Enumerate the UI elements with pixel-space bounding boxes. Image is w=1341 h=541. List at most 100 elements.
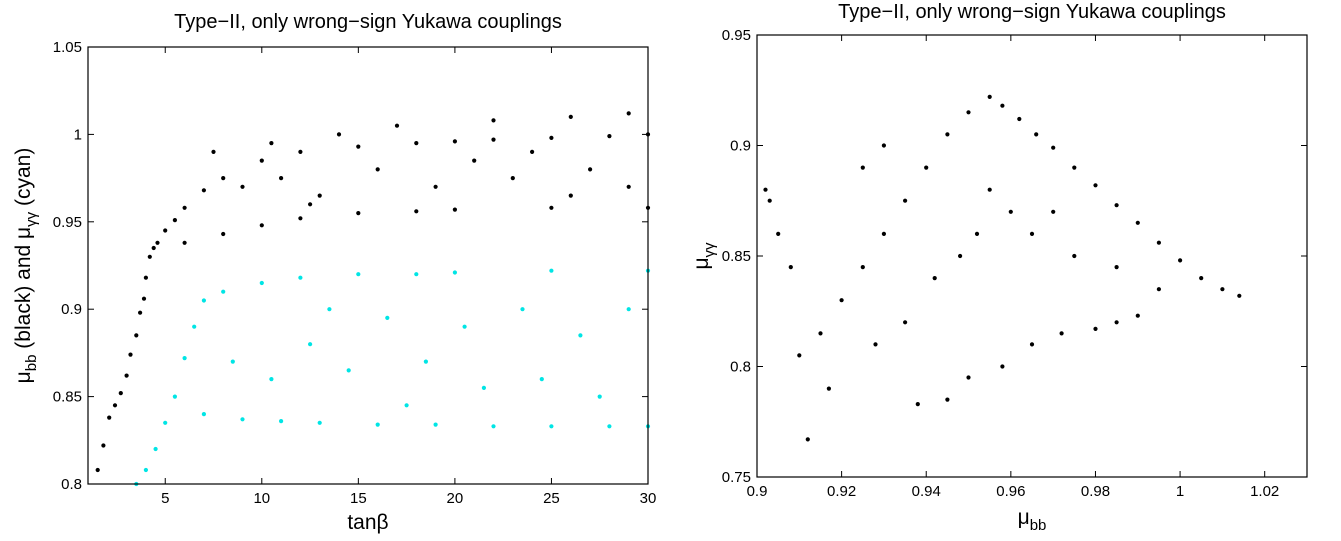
- data-point: [966, 110, 971, 115]
- data-point: [414, 209, 419, 214]
- data-point: [423, 359, 428, 364]
- data-point: [128, 352, 133, 357]
- y-tick-label: 0.95: [722, 27, 751, 44]
- data-point: [945, 132, 950, 137]
- y-tick-label: 0.8: [61, 476, 82, 493]
- data-point: [201, 298, 206, 303]
- data-point: [797, 353, 802, 358]
- data-point: [356, 144, 361, 149]
- y-axis-label: μbb (black) and μγγ (cyan): [12, 148, 40, 384]
- data-point: [860, 265, 865, 270]
- y-axis-label: μγγ: [690, 242, 718, 270]
- data-point: [1093, 183, 1098, 188]
- data-point: [259, 158, 264, 163]
- data-point: [1000, 103, 1005, 108]
- chart-right: Type−II, only wrong−sign Yukawa coupling…: [670, 0, 1341, 541]
- x-axis-label: tanβ: [347, 511, 388, 534]
- data-point: [924, 165, 929, 170]
- data-point: [112, 403, 118, 408]
- x-tick-label: 25: [543, 490, 560, 507]
- data-point: [1029, 342, 1035, 347]
- plot-frame: [756, 34, 1308, 478]
- points-group: [763, 94, 1242, 442]
- data-point: [172, 218, 177, 223]
- y-tick-label: 0.85: [722, 248, 751, 265]
- data-point: [958, 253, 963, 259]
- data-point: [1059, 331, 1064, 336]
- data-point: [134, 333, 139, 338]
- data-point: [491, 424, 496, 429]
- scatter-plot-right: Type−II, only wrong−sign Yukawa coupling…: [690, 1, 1308, 534]
- data-point: [776, 231, 781, 236]
- data-point: [151, 245, 156, 251]
- data-point: [510, 176, 515, 181]
- plot-frame: [87, 46, 649, 485]
- data-point: [1114, 203, 1119, 208]
- data-point: [987, 187, 992, 192]
- data-point: [530, 149, 535, 154]
- data-point: [1029, 231, 1035, 236]
- x-tick-label: 0.92: [827, 483, 856, 500]
- data-point: [805, 437, 810, 442]
- data-point: [141, 296, 147, 301]
- data-point: [155, 240, 160, 245]
- data-point: [375, 167, 380, 172]
- data-point: [230, 359, 235, 364]
- data-point: [818, 331, 823, 336]
- data-point: [462, 324, 467, 329]
- data-point: [269, 377, 274, 382]
- data-point: [932, 276, 937, 281]
- data-point: [1093, 326, 1098, 331]
- scatter-plot-left: Type−II, only wrong−sign Yukawa coupling…: [12, 11, 656, 534]
- data-point: [143, 275, 148, 280]
- data-point: [1034, 132, 1039, 137]
- data-point: [153, 446, 158, 452]
- data-point: [221, 289, 226, 294]
- data-point: [626, 111, 631, 116]
- data-point: [452, 139, 457, 144]
- data-point: [182, 356, 187, 361]
- data-point: [201, 412, 206, 417]
- y-tick-label: 0.9: [61, 301, 82, 318]
- x-tick-label: 20: [447, 490, 464, 507]
- data-point: [143, 467, 148, 473]
- y-tick-label: 0.75: [722, 469, 751, 486]
- y-tick-label: 1: [74, 126, 82, 143]
- x-axis-label: μbb: [1018, 506, 1047, 534]
- data-point: [1156, 287, 1161, 292]
- data-point: [1114, 265, 1119, 270]
- data-point: [903, 320, 908, 325]
- data-point: [452, 207, 457, 212]
- data-point: [192, 324, 197, 329]
- data-point: [1017, 116, 1022, 122]
- data-point: [414, 141, 419, 146]
- data-point: [95, 467, 100, 473]
- points-group: [95, 111, 651, 487]
- data-point: [568, 193, 573, 198]
- data-point: [549, 268, 554, 273]
- data-point: [107, 415, 112, 420]
- data-point: [147, 254, 152, 259]
- data-point: [172, 394, 177, 399]
- data-point: [915, 402, 920, 407]
- data-point: [1072, 165, 1077, 170]
- y-tick-label: 0.9: [730, 138, 751, 155]
- data-point: [549, 205, 554, 210]
- data-point: [860, 165, 865, 170]
- data-point: [279, 176, 284, 181]
- data-point: [549, 424, 554, 429]
- data-point: [626, 184, 631, 189]
- data-point: [394, 123, 400, 128]
- data-point: [549, 135, 554, 140]
- data-point: [308, 342, 313, 347]
- data-point: [182, 240, 187, 245]
- data-point: [201, 188, 206, 193]
- data-point: [974, 231, 980, 236]
- data-point: [1156, 240, 1161, 245]
- data-point: [327, 307, 332, 312]
- data-point: [491, 137, 496, 142]
- data-point: [240, 417, 245, 422]
- data-point: [356, 272, 361, 277]
- data-point: [826, 386, 831, 391]
- data-point: [597, 394, 602, 399]
